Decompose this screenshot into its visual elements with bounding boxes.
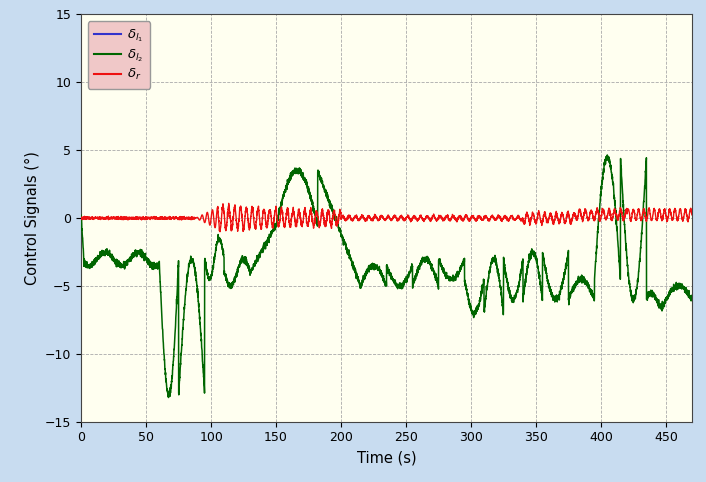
Y-axis label: Control Signals (°): Control Signals (°)	[25, 151, 40, 285]
X-axis label: Time (s): Time (s)	[357, 450, 417, 465]
Legend: $\delta_{l_1}$, $\delta_{l_2}$, $\delta_{r}$: $\delta_{l_1}$, $\delta_{l_2}$, $\delta_…	[88, 21, 150, 89]
